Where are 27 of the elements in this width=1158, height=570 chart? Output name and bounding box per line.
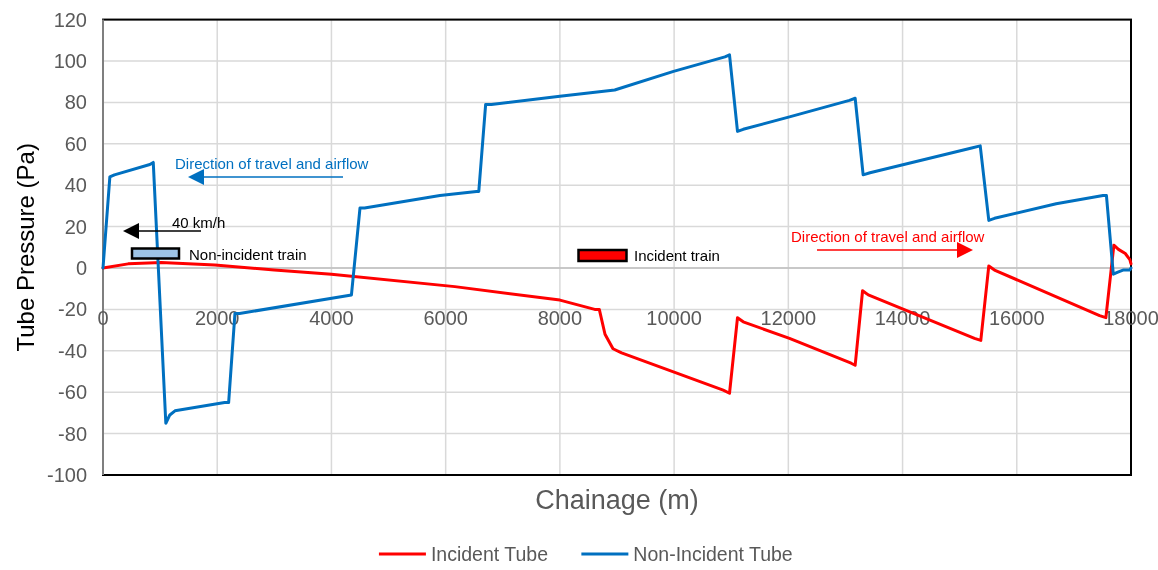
y-axis-title: Tube Pressure (Pa)	[11, 143, 39, 352]
x-axis-title: Chainage (m)	[535, 485, 699, 515]
y-tick-label: 20	[64, 215, 87, 238]
x-tick-label: 4000	[309, 307, 354, 329]
x-tick-label: 10000	[646, 307, 702, 329]
y-tick-label: -80	[58, 422, 87, 445]
x-tick-label: 16000	[988, 307, 1045, 329]
annotation: Direction of travel and airflow	[791, 227, 985, 245]
y-tick-label: -100	[46, 464, 87, 486]
legend-label: Non-Incident Tube	[633, 543, 793, 565]
y-tick-label: 80	[64, 91, 87, 114]
x-tick-label: 12000	[760, 307, 817, 329]
x-tick-label: 6000	[423, 307, 468, 329]
annotation: 40 km/h	[172, 213, 226, 230]
x-tick-label: 8000	[537, 307, 583, 329]
y-tick-label: 0	[75, 257, 87, 279]
y-tick-label: 60	[64, 132, 87, 155]
y-tick-label: 100	[53, 50, 87, 72]
y-tick-label: 40	[64, 174, 87, 197]
y-tick-label: 120	[53, 8, 87, 31]
y-tick-label: -40	[58, 339, 87, 362]
annotation: Direction of travel and airflow	[175, 154, 369, 172]
y-tick-label: -60	[58, 381, 87, 404]
y-tick-label: -20	[58, 298, 87, 321]
annotation: Non-incident train	[189, 245, 307, 263]
annotation: Incident train	[634, 246, 720, 264]
legend-label: Incident Tube	[430, 543, 549, 565]
